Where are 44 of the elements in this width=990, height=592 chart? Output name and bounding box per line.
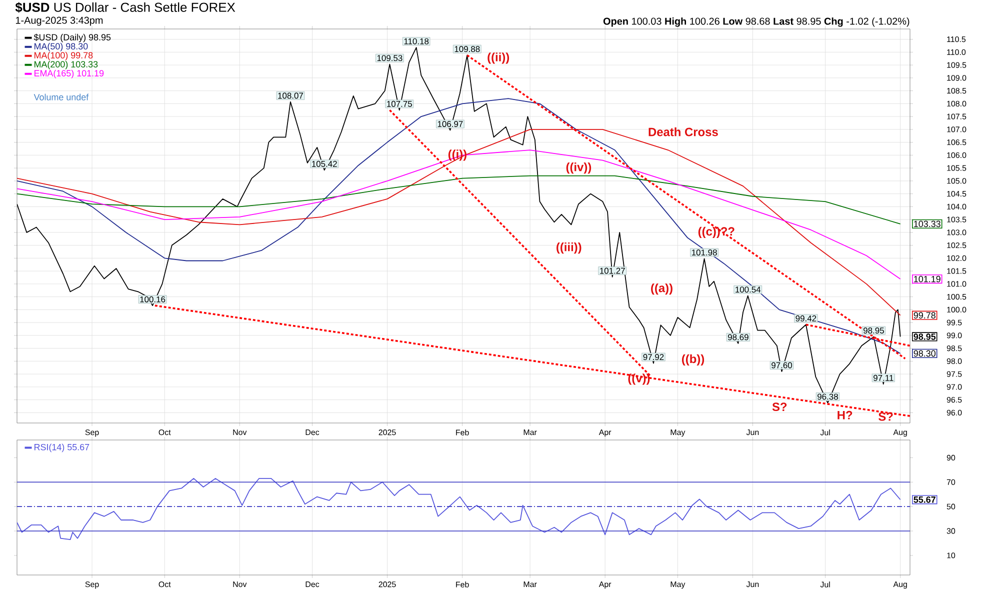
annotation: 101.98 <box>692 249 717 256</box>
annotation: ((b)) <box>682 354 704 366</box>
annotation: 98.95 <box>914 334 936 340</box>
annotation: 101.19 <box>914 276 940 282</box>
annotation: 98.69 <box>728 334 748 340</box>
annotation: 99.78 <box>914 312 936 319</box>
annotation: 100.54 <box>736 286 761 293</box>
annotation: Volume undef <box>34 94 89 100</box>
annotation: 108.07 <box>278 92 303 99</box>
annotation: 97.92 <box>643 354 664 360</box>
annotation: 101.27 <box>600 268 625 274</box>
annotation: 109.53 <box>377 55 402 62</box>
annotation: Death Cross <box>648 127 718 136</box>
annotation: ((iv)) <box>566 162 592 174</box>
annotation: 109.88 <box>454 46 480 52</box>
annotation: 98.30 <box>914 350 936 357</box>
annotation: 103.33 <box>914 220 940 228</box>
annotation: ((a)) <box>651 283 672 295</box>
legend-label: $USD (Daily) 98.95 <box>34 34 111 42</box>
legend-label: RSI(14) 55.67 <box>34 444 90 452</box>
annotation: 98.95 <box>864 328 884 334</box>
annotation: 107.75 <box>387 100 412 107</box>
legend-label: MA(200) 103.33 <box>34 60 98 70</box>
annotation: 96.38 <box>818 394 838 400</box>
annotation: 105.42 <box>312 160 337 167</box>
chart-title: $USD US Dollar - Cash Settle FOREX <box>15 2 236 13</box>
annotation: H? <box>838 410 852 420</box>
annotation: 97.11 <box>874 374 894 381</box>
annotation: ((v)) <box>628 374 650 385</box>
text: Open 100.03 High 100.26 Low 98.68 Last 98.95 Chg -1.02 (-1.02%) <box>603 17 910 27</box>
annotation: 55.67 <box>914 496 936 503</box>
annotation: 99.42 <box>796 315 816 322</box>
annotation: 110.18 <box>404 38 429 44</box>
annotation: S? <box>772 402 787 412</box>
annotation: ((iii)) <box>556 242 582 254</box>
annotation: ((ii)) <box>488 52 510 64</box>
annotation: 106.97 <box>438 120 463 127</box>
annotation: 100.16 <box>140 296 166 302</box>
legend-label: MA(50) 98.30 <box>34 42 88 52</box>
annotation: S? <box>878 412 893 421</box>
annotation: 97.60 <box>772 362 792 368</box>
chart-subtitle: 1-Aug-2025 3:43pm <box>16 16 103 26</box>
legend-label: MA(100) 99.78 <box>34 52 93 60</box>
legend-label: EMA(165) 101.19 <box>34 70 104 78</box>
